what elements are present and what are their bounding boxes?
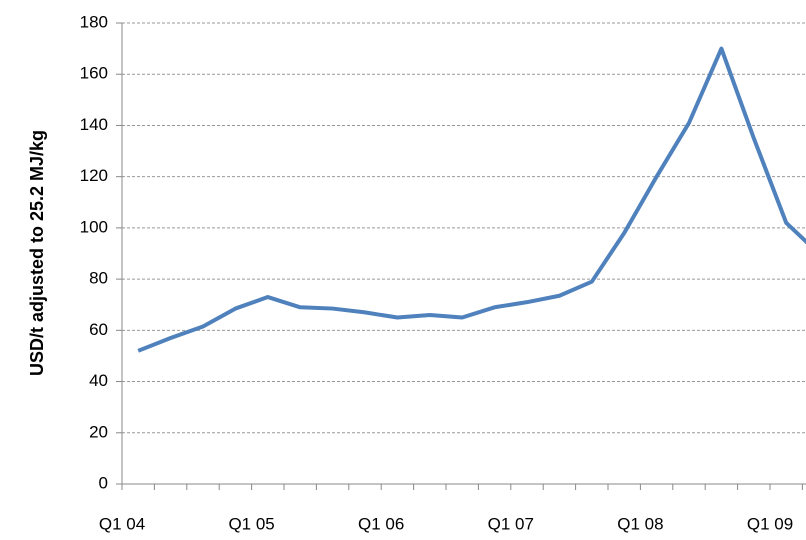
y-tick-label: 60 [89,320,108,339]
x-tick-label: Q1 09 [747,514,793,533]
y-tick-label: 160 [80,64,108,83]
line-series [137,46,806,353]
x-tick-label: Q1 08 [617,514,663,533]
x-tick-label: Q1 07 [488,514,534,533]
y-tick-label: 0 [99,473,108,492]
y-axis-title: USD/t adjusted to 25.2 MJ/kg [27,130,47,376]
y-tick-label: 80 [89,269,108,288]
x-tick-label: Q1 05 [228,514,274,533]
x-tick-label: Q1 04 [99,514,145,533]
y-tick-label: 180 [80,12,108,31]
y-tick-label: 120 [80,166,108,185]
y-tick-label: 140 [80,115,108,134]
x-tick-label: Q1 06 [358,514,404,533]
y-tick-label: 40 [89,371,108,390]
y-tick-label: 20 [89,422,108,441]
y-tick-label: 100 [80,217,108,236]
